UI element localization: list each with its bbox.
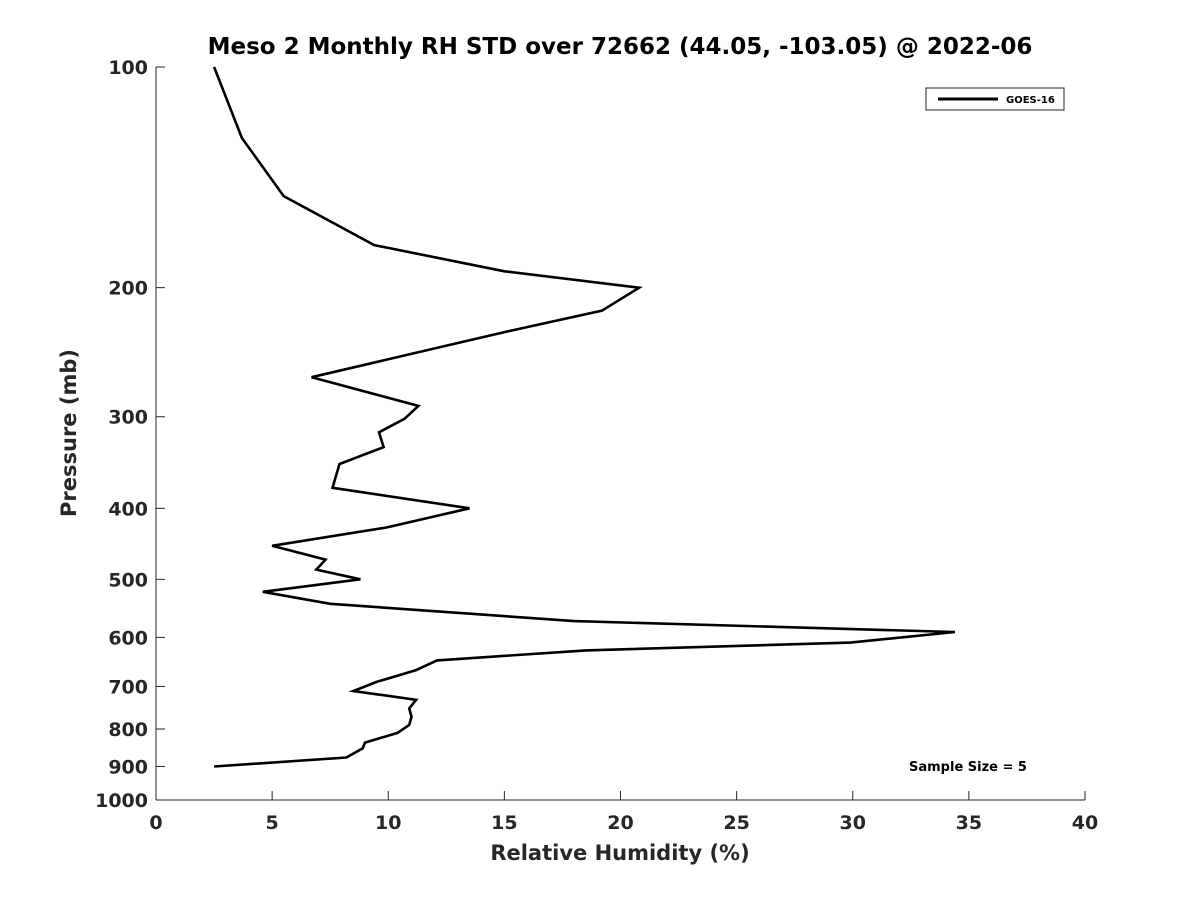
x-tick-label: 25 xyxy=(723,812,749,834)
y-tick-label: 400 xyxy=(108,498,148,520)
x-tick-label: 20 xyxy=(607,812,633,834)
sample-size-annotation: Sample Size = 5 xyxy=(909,760,1027,775)
x-tick-label: 40 xyxy=(1072,812,1098,834)
legend: GOES-16 xyxy=(925,87,1065,111)
x-tick-label: 15 xyxy=(491,812,517,834)
y-tick-label: 900 xyxy=(108,756,148,778)
legend-label-goes-16: GOES-16 xyxy=(1006,95,1055,106)
x-tick-label: 5 xyxy=(266,812,279,834)
y-tick-label: 300 xyxy=(108,407,148,429)
y-tick-label: 700 xyxy=(108,676,148,698)
axis-ticks: 0 5 10 15 20 25 30 35 40 100 200 300 400 500 600 700 800… xyxy=(95,57,1098,834)
x-tick-label: 10 xyxy=(375,812,401,834)
y-axis-title: Pressure (mb) xyxy=(57,349,81,517)
y-tick-label: 800 xyxy=(108,719,148,741)
y-tick-label: 500 xyxy=(108,569,148,591)
x-axis-title: Relative Humidity (%) xyxy=(490,841,749,865)
y-tick-label: 200 xyxy=(108,278,148,300)
y-tick-label: 1000 xyxy=(95,790,148,812)
series-lines xyxy=(212,66,956,768)
y-tick-label: 600 xyxy=(108,627,148,649)
x-tick-label: 35 xyxy=(956,812,982,834)
x-tick-label: 30 xyxy=(840,812,866,834)
y-tick-label: 100 xyxy=(108,57,148,79)
chart-title: Meso 2 Monthly RH STD over 72662 (44.05,… xyxy=(208,34,1033,60)
series-line-goes-16 xyxy=(212,66,956,768)
x-tick-label: 0 xyxy=(149,812,162,834)
